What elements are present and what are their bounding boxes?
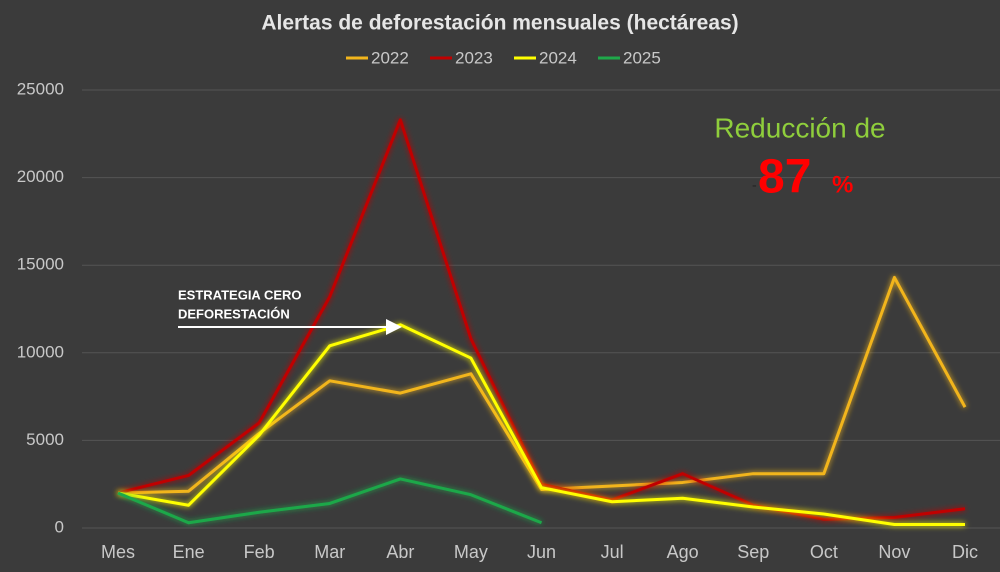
x-tick-label: Abr <box>386 542 414 562</box>
series-line <box>117 118 966 521</box>
x-tick-label: Oct <box>810 542 838 562</box>
x-tick-label: Mes <box>101 542 135 562</box>
x-tick-label: Ene <box>173 542 205 562</box>
y-tick-label: 0 <box>55 517 64 536</box>
x-tick-label: Dic <box>952 542 978 562</box>
chart-title: Alertas de deforestación mensuales (hect… <box>261 12 738 35</box>
annotation-text: DEFORESTACIÓN <box>178 306 290 321</box>
reduction-unit: % <box>832 171 853 198</box>
legend-label: 2022 <box>371 48 409 67</box>
legend-label: 2024 <box>539 48 577 67</box>
y-tick-label: 25000 <box>17 79 64 98</box>
y-tick-label: 15000 <box>17 255 64 274</box>
reduction-value: 87 <box>758 151 811 204</box>
series-line <box>117 323 965 526</box>
legend-label: 2023 <box>455 48 493 67</box>
x-tick-label: Sep <box>737 542 769 562</box>
x-tick-label: Nov <box>878 542 910 562</box>
x-tick-label: Jul <box>601 542 624 562</box>
annotation-text: ESTRATEGIA CERO <box>178 287 302 302</box>
x-tick-label: Feb <box>244 542 275 562</box>
x-tick-label: Jun <box>527 542 556 562</box>
x-tick-label: May <box>454 542 488 562</box>
series-line <box>117 477 543 525</box>
y-tick-label: 20000 <box>17 167 64 186</box>
x-tick-label: Ago <box>667 542 699 562</box>
legend-label: 2025 <box>623 48 661 67</box>
reduction-sign: - <box>752 177 757 193</box>
y-tick-label: 5000 <box>26 430 64 449</box>
reduction-label: Reducción de <box>714 112 885 143</box>
y-tick-label: 10000 <box>17 342 64 361</box>
x-tick-label: Mar <box>314 542 345 562</box>
